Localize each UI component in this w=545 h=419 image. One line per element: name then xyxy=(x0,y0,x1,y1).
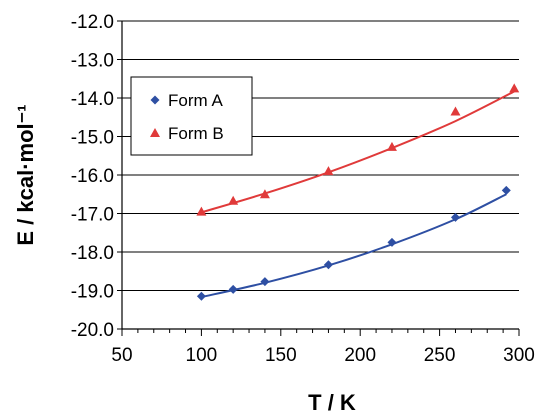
y-tick-label: -15.0 xyxy=(71,128,114,149)
data-series xyxy=(196,83,520,301)
legend: Form A Form B xyxy=(130,76,253,156)
legend-label: Form A xyxy=(168,91,223,110)
triangle-marker-icon xyxy=(150,128,160,137)
data-point xyxy=(450,106,461,116)
diamond-marker-icon xyxy=(150,95,160,105)
trend-line xyxy=(201,193,507,299)
x-tick-label: 50 xyxy=(111,345,132,366)
y-tick-label: -16.0 xyxy=(71,166,114,187)
y-tick-label: -13.0 xyxy=(71,51,114,72)
series-form-b xyxy=(196,83,520,216)
data-point xyxy=(323,166,334,176)
data-point xyxy=(260,277,270,287)
y-tick-label: -19.0 xyxy=(71,282,114,303)
data-point xyxy=(386,141,397,151)
x-tick-label: 100 xyxy=(186,345,218,366)
data-point xyxy=(196,291,206,301)
data-point xyxy=(323,260,333,270)
data-point xyxy=(228,195,239,205)
data-point xyxy=(501,185,511,195)
y-tick-label: -20.0 xyxy=(71,320,114,341)
legend-box xyxy=(130,76,253,156)
legend-label: Form B xyxy=(168,124,224,143)
data-point xyxy=(196,206,207,216)
x-tick-label: 150 xyxy=(265,345,297,366)
y-tick-label: -17.0 xyxy=(71,205,114,226)
y-tick-label: -18.0 xyxy=(71,243,114,264)
data-point xyxy=(509,83,520,93)
series-form-a xyxy=(196,185,511,301)
data-point xyxy=(450,212,460,222)
data-point xyxy=(387,237,397,247)
data-point xyxy=(228,284,238,294)
y-axis-title: E / kcal·mol⁻¹ xyxy=(13,104,38,245)
data-point xyxy=(259,189,270,199)
y-tick-label: -12.0 xyxy=(71,12,114,33)
x-axis-title: T / K xyxy=(308,390,356,415)
x-tick-label: 250 xyxy=(424,345,456,366)
x-tick-label: 200 xyxy=(344,345,376,366)
trend-line xyxy=(201,90,515,214)
x-tick-label: 300 xyxy=(503,345,535,366)
axis-ticks: -20.0 -19.0 -18.0 -17.0 -16.0 -15.0 -14.0 -13.0… xyxy=(71,12,535,366)
y-tick-label: -14.0 xyxy=(71,89,114,110)
